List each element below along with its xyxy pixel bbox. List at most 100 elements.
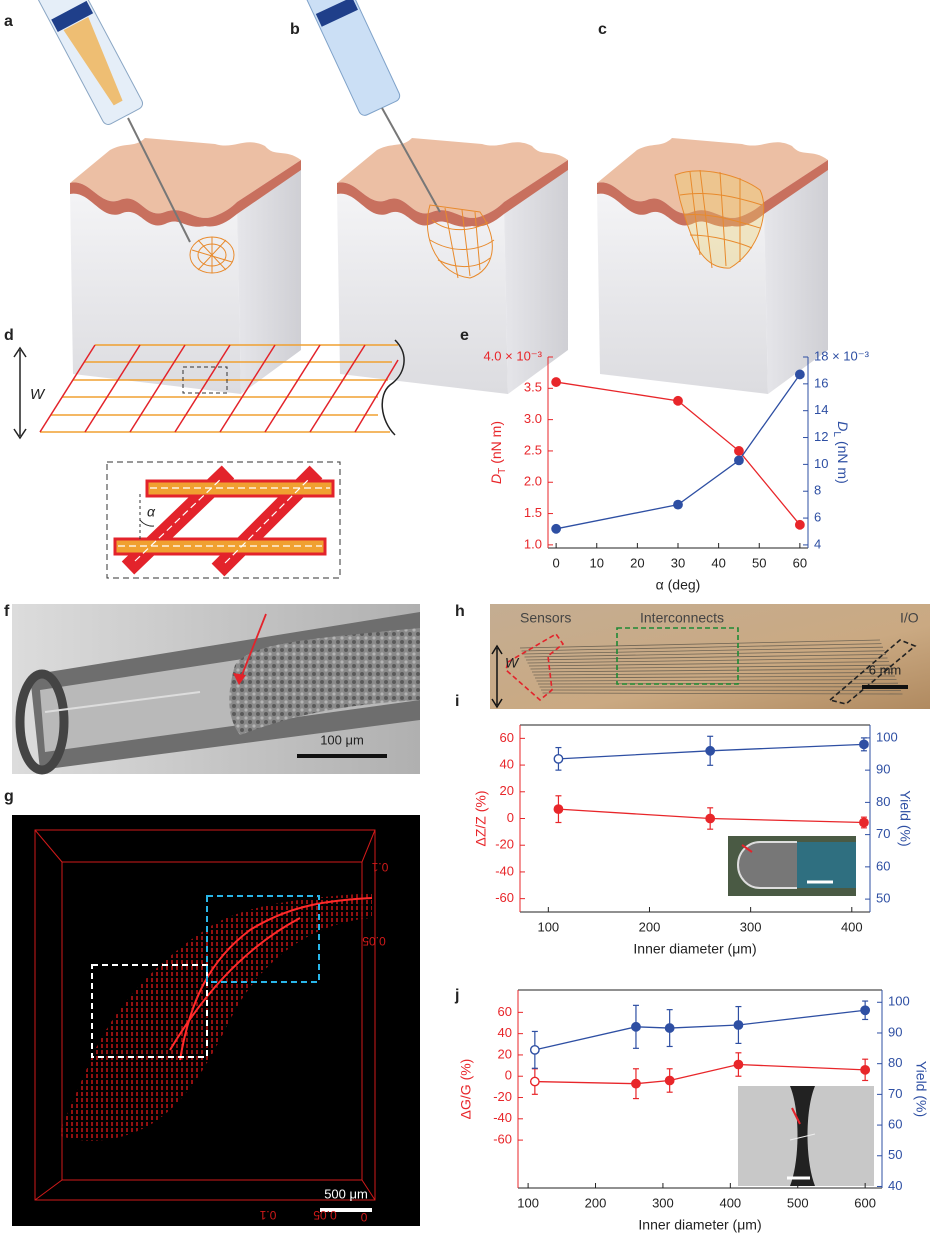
y2-tick-label: 100 <box>876 729 898 744</box>
mesh-line <box>84 344 141 433</box>
white-region <box>91 964 208 1058</box>
y-tick-label: -20 <box>495 837 514 852</box>
y-axis-label: DT (nN m) <box>488 421 508 484</box>
panel-label: e <box>460 327 469 344</box>
box-edge <box>34 829 376 1201</box>
mesh-line <box>174 344 231 433</box>
scale-bar-label: 6 mm <box>869 662 902 677</box>
data-point <box>673 395 683 406</box>
y2-tick-label: 90 <box>888 1024 902 1039</box>
data-point <box>705 745 716 756</box>
electrode-right <box>807 1086 874 1186</box>
series-line <box>534 1009 866 1051</box>
data-point <box>734 455 744 466</box>
y2-tick-label: 50 <box>876 891 890 906</box>
data-point <box>794 519 805 530</box>
data-point <box>529 1076 540 1087</box>
arrow-heads <box>13 346 27 440</box>
data-point <box>664 1023 675 1033</box>
y-tick-label: 60 <box>498 1004 512 1019</box>
capillary-section <box>797 842 856 888</box>
panel-label: i <box>455 693 459 710</box>
data-point <box>664 1075 675 1086</box>
panel-g-3d-image: 500 μm <box>12 815 420 1226</box>
mesh-scan <box>58 893 372 1141</box>
y-tick-label: -40 <box>493 1110 512 1125</box>
box-edge <box>61 861 363 1181</box>
interconnects-region <box>616 627 739 685</box>
mesh-diagonals <box>39 344 399 433</box>
center-line <box>224 477 311 564</box>
interconnect-line <box>524 650 885 658</box>
y2-tick-label: 60 <box>888 1117 902 1132</box>
interconnect-line <box>525 654 887 661</box>
y-tick-label: 0 <box>505 1068 512 1083</box>
x-tick-label: 200 <box>639 919 661 934</box>
mesh-line <box>219 344 276 433</box>
x-tick-label: 60 <box>793 555 807 570</box>
mesh <box>426 204 495 279</box>
mesh <box>674 169 765 269</box>
y-tick-label: 60 <box>500 730 514 745</box>
tissue-block <box>70 138 301 394</box>
region-label: Sensors <box>520 610 571 626</box>
data-point <box>860 1005 871 1016</box>
interconnect-line <box>533 672 894 676</box>
x-tick-label: 50 <box>752 555 766 570</box>
x-tick-label: 20 <box>630 555 644 570</box>
x-tick-label: 30 <box>671 555 685 570</box>
series-line <box>534 1063 866 1085</box>
pointer-arrow <box>791 1107 801 1125</box>
y2-axis-label: Yield (%) <box>897 790 913 846</box>
y2-tick-label: 4 <box>814 536 821 551</box>
needle <box>127 117 191 243</box>
needle <box>381 107 441 213</box>
y2-tick-label: 80 <box>876 794 890 809</box>
y2-tick-label: 80 <box>888 1055 902 1070</box>
mesh-lines <box>429 207 495 279</box>
panel-f-micrograph: 100 μm <box>12 604 420 775</box>
zoom-box <box>106 461 341 579</box>
y2-tick-label: 8 <box>814 483 821 498</box>
mesh-wire <box>789 1133 816 1141</box>
mirrored-axis-tick: 0.05 <box>362 934 386 948</box>
mesh-outline <box>426 204 493 279</box>
y2-tick-label: 40 <box>888 1178 902 1193</box>
data-point <box>631 1078 641 1089</box>
syringe <box>36 0 144 125</box>
data-point <box>673 499 683 510</box>
panel-label: b <box>290 21 300 38</box>
axis-symbol: D <box>835 421 851 431</box>
mesh-lines <box>191 237 233 273</box>
data-point <box>705 813 716 824</box>
x-tick-label: 300 <box>652 1195 674 1210</box>
x-tick-label: 400 <box>719 1195 741 1210</box>
zoom-region <box>182 366 228 394</box>
sensors-region <box>505 632 565 702</box>
pointer-arrow <box>239 613 267 681</box>
mesh-line <box>264 344 321 433</box>
panel-c-illustration <box>597 138 828 394</box>
y-tick-label: -60 <box>495 890 514 905</box>
capillary-tip <box>737 841 797 889</box>
interconnect-line <box>527 657 888 664</box>
y2-tick-label: 70 <box>888 1086 902 1101</box>
axis-symbol: D <box>488 474 504 484</box>
y-tick-label: 2.0 <box>524 474 542 489</box>
data-point <box>551 377 562 387</box>
center-lines <box>118 477 330 564</box>
panel-h-photo: W Sensors Interconnects I/O 6 mm <box>490 604 930 709</box>
interconnect-lines <box>519 639 903 695</box>
data-point <box>733 1020 744 1030</box>
mesh-lines <box>679 169 763 269</box>
y2-tick-label: 10 <box>814 456 828 471</box>
capillary-opening <box>15 669 69 775</box>
arrow-head <box>233 673 246 685</box>
mesh-strands <box>169 897 373 1061</box>
y-axis-label: ΔZ/Z (%) <box>473 790 489 846</box>
y-axis-label: ΔG/G (%) <box>458 1059 474 1120</box>
arrow-heads <box>491 644 503 709</box>
y2-tick-label: 70 <box>876 826 890 841</box>
x-tick-label: 400 <box>841 919 863 934</box>
